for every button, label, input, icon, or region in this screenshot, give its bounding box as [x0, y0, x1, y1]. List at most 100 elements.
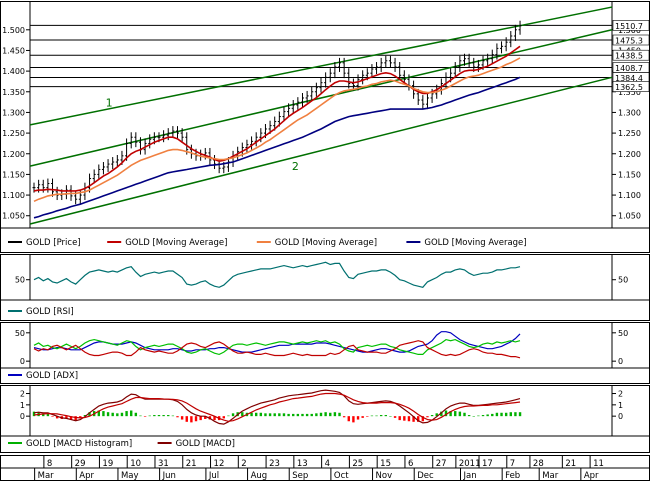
- month-label: Mar: [542, 471, 559, 481]
- day-label: 17: [482, 459, 493, 469]
- histogram-bar: [250, 412, 253, 417]
- histogram-bar: [106, 412, 110, 417]
- legend-entry: GOLD [Moving Average]: [125, 238, 227, 248]
- histogram-bar: [125, 411, 128, 417]
- histogram-bar: [120, 412, 124, 417]
- histogram-bar: [134, 412, 138, 417]
- histogram-bar: [116, 413, 119, 417]
- histogram-bar: [74, 416, 77, 421]
- histogram-bar: [148, 415, 151, 417]
- histogram-bar: [458, 411, 462, 417]
- legend-entry: GOLD [MACD]: [176, 439, 235, 449]
- histogram-bar: [222, 416, 225, 419]
- day-label: 23: [269, 459, 280, 469]
- histogram-bar: [130, 410, 133, 417]
- day-label: 8: [47, 459, 52, 469]
- histogram-bar: [393, 416, 397, 418]
- legend-entry: GOLD [Moving Average]: [275, 238, 377, 248]
- y-tick-label-right: 1.250: [618, 129, 641, 138]
- histogram-bar: [435, 413, 438, 417]
- histogram-bar: [231, 413, 235, 417]
- day-label: 19: [102, 459, 113, 469]
- panel-frame: [0, 254, 650, 321]
- month-label: Jan: [463, 471, 477, 481]
- panel-rsi: 50 50 GOLD [RSI]: [0, 254, 650, 321]
- price-box: [612, 34, 650, 46]
- histogram-bar: [153, 415, 156, 417]
- histogram-bar: [194, 416, 198, 422]
- histogram-bar: [472, 416, 475, 417]
- legend-entry: GOLD [ADX]: [26, 371, 78, 381]
- y-tick-label-left: 2: [20, 390, 25, 399]
- series-line: [33, 76, 521, 219]
- histogram-bar: [65, 416, 68, 419]
- histogram-bar: [384, 415, 388, 417]
- histogram-bar: [361, 416, 364, 418]
- panel-frame: [0, 322, 650, 384]
- histogram-bar: [292, 413, 295, 417]
- y-tick-label-right: 0: [618, 412, 623, 421]
- histogram-bar: [356, 416, 360, 420]
- y-tick-label-left: 1.300: [2, 108, 25, 117]
- series-line: [33, 392, 521, 422]
- series-line: [33, 389, 521, 425]
- histogram-bar: [315, 413, 318, 417]
- y-tick-label-left: 1.150: [2, 170, 25, 179]
- price-box-label: 1362.5: [615, 83, 643, 92]
- month-label: Feb: [505, 471, 520, 481]
- histogram-bar: [412, 416, 415, 422]
- histogram-bar: [32, 411, 36, 417]
- histogram-bar: [213, 416, 216, 421]
- histogram-bar: [477, 415, 480, 417]
- histogram-bar: [305, 413, 309, 417]
- month-label: Dec: [417, 471, 434, 481]
- day-label: 15: [380, 459, 391, 469]
- month-label: Mar: [38, 471, 55, 481]
- histogram-bar: [282, 413, 286, 417]
- month-label: Aug: [251, 471, 268, 481]
- day-label: 11: [593, 459, 604, 469]
- month-label: Oct: [334, 471, 349, 481]
- day-label: 21: [565, 459, 576, 469]
- panel-macd: 0 0 1 1 2 2 GOLD [MACD Histogram] GOLD [MACD]: [0, 385, 650, 453]
- price-box: [612, 81, 650, 92]
- histogram-bar: [241, 412, 244, 417]
- histogram-bar: [467, 415, 471, 417]
- series-line: [33, 338, 521, 356]
- day-label: 21: [186, 459, 197, 469]
- histogram-bar: [324, 412, 327, 417]
- series-line: [33, 340, 521, 359]
- day-label: 2011: [459, 459, 481, 469]
- histogram-bar: [69, 416, 73, 420]
- histogram-bar: [301, 413, 304, 417]
- histogram-bar: [111, 412, 114, 417]
- histogram-bar: [495, 412, 499, 417]
- y-tick-label-right: 1: [618, 401, 623, 410]
- histogram-bar: [273, 413, 276, 417]
- day-label: 28: [533, 459, 544, 469]
- histogram-bar: [389, 416, 392, 417]
- histogram-bar: [259, 412, 263, 417]
- price-box-label: 1408.7: [615, 64, 643, 73]
- histogram-bar: [157, 415, 161, 417]
- month-label: Jun: [162, 471, 176, 481]
- y-tick-label-left: 50: [15, 276, 25, 285]
- histogram-bar: [417, 416, 420, 422]
- legend-entry: GOLD [Price]: [26, 238, 81, 248]
- y-tick-label-left: 1.050: [2, 212, 25, 221]
- histogram-bar: [162, 415, 165, 417]
- histogram-bar: [379, 415, 383, 417]
- histogram-bar: [287, 413, 290, 417]
- legend-entry: GOLD [Moving Average]: [424, 238, 526, 248]
- histogram-bar: [143, 416, 147, 417]
- histogram-bar: [176, 416, 179, 418]
- month-label: May: [121, 471, 139, 481]
- histogram-bar: [254, 412, 258, 417]
- histogram-bar: [347, 416, 350, 422]
- panel-adx: 0 0 50 50 GOLD [ADX]: [0, 322, 650, 384]
- day-label: 13: [297, 459, 308, 469]
- histogram-bar: [491, 413, 494, 417]
- y-tick-label-right: 1.100: [618, 191, 641, 200]
- histogram-bar: [88, 412, 91, 417]
- histogram-bar: [463, 412, 466, 417]
